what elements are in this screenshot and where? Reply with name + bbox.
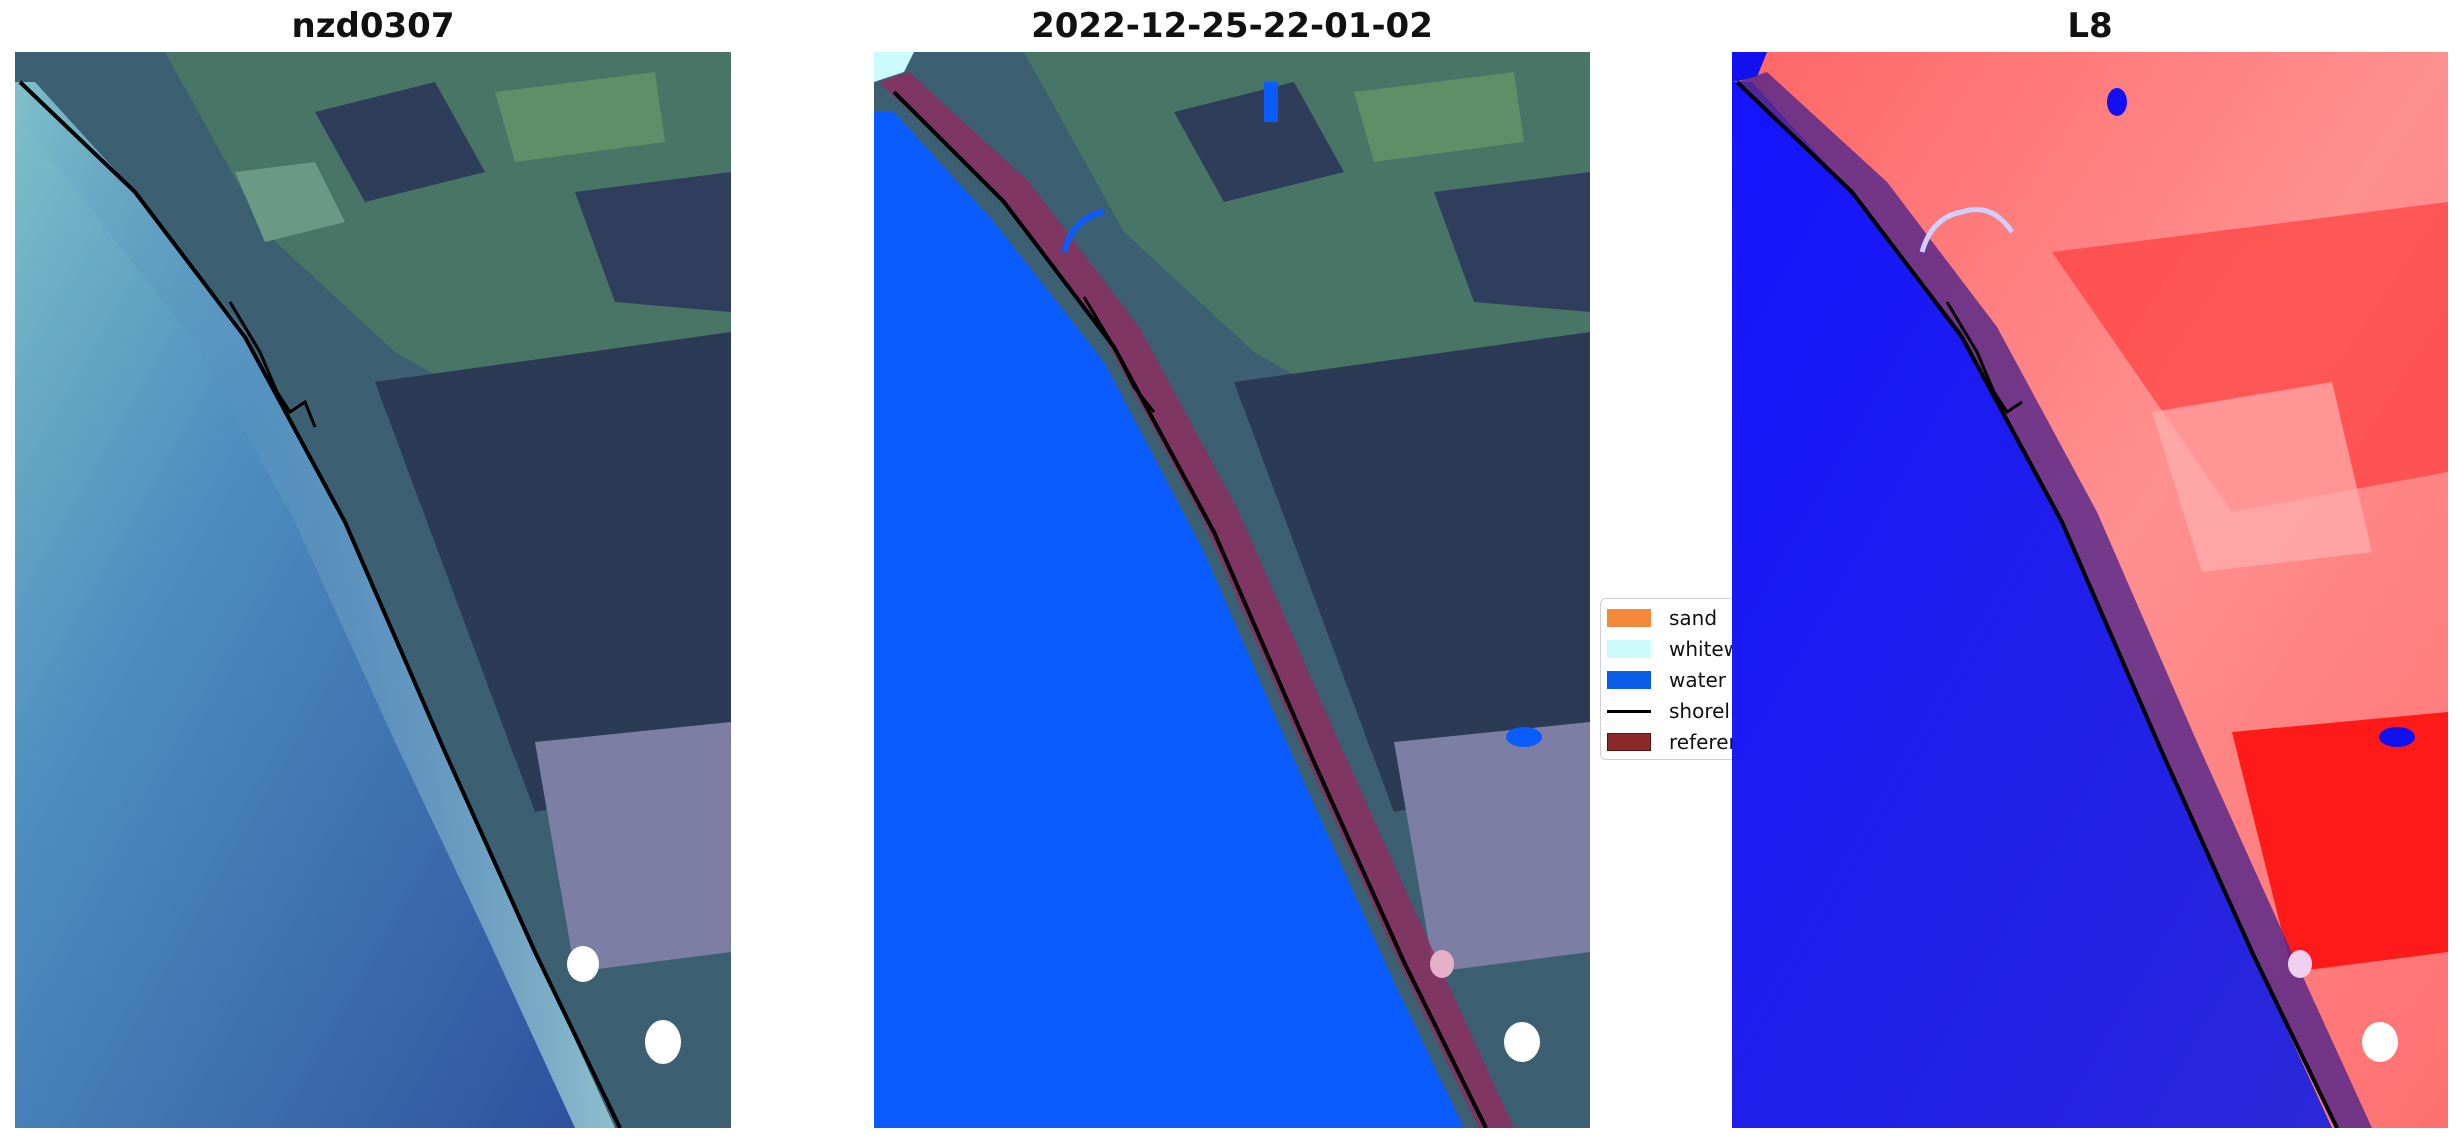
panel-title-l8: L8: [2067, 6, 2113, 46]
satellite-rgb-image: [15, 52, 731, 1128]
legend-label: shorel: [1669, 699, 1730, 723]
legend-label: whitew: [1669, 637, 1740, 661]
legend-label: sand: [1669, 606, 1718, 630]
legend-label: referer: [1669, 730, 1737, 754]
l8-index-image: [1732, 52, 2448, 1128]
legend-item-sand: sand: [1607, 605, 1717, 631]
legend: sand whitew water shorel referer: [1600, 598, 1740, 760]
legend-swatch-water: [1607, 671, 1651, 689]
classification-image: [874, 52, 1590, 1128]
legend-label: water: [1669, 668, 1726, 692]
legend-line-shoreline: [1607, 709, 1651, 713]
legend-item-reference: referer: [1607, 729, 1737, 755]
legend-swatch-whitewater: [1607, 640, 1651, 658]
legend-item-water: water: [1607, 667, 1726, 693]
panel-title-date: 2022-12-25-22-01-02: [1031, 6, 1433, 46]
legend-item-whitewater: whitew: [1607, 636, 1740, 662]
panel-title-nzd0307: nzd0307: [291, 6, 455, 46]
legend-swatch-sand: [1607, 609, 1651, 627]
legend-item-shoreline: shorel: [1607, 698, 1730, 724]
legend-swatch-reference: [1607, 733, 1651, 751]
